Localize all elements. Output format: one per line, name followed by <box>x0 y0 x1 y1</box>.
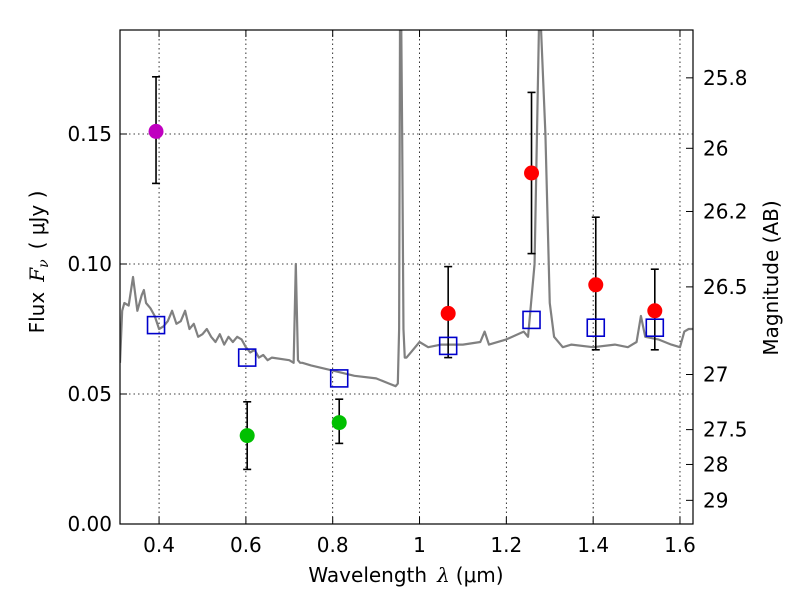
model-photometry-square <box>237 348 257 367</box>
x-axis: 0.4 0.6 0.8 1 1.2 1.4 1.6 <box>143 30 696 557</box>
model-photometry-square <box>645 318 665 338</box>
model-photometry-square <box>586 318 606 338</box>
x-tick-label: 0.4 <box>143 533 175 557</box>
red-point <box>647 303 663 319</box>
y-tick-label: 0.10 <box>67 252 112 276</box>
y2-tick-label: 26 <box>703 136 728 160</box>
model-spectrum-line <box>120 30 693 388</box>
y-axis-label: FluxFν( μJy ) <box>25 191 52 334</box>
y-axis: 0.00 0.05 0.10 0.15 <box>67 122 127 536</box>
x-tick-label: 1.2 <box>490 533 522 557</box>
y-tick-label: 0.00 <box>67 512 112 536</box>
y-tick-label: 0.15 <box>67 122 112 146</box>
model-photometry-square <box>438 336 458 356</box>
y2-tick-label: 29 <box>703 488 728 512</box>
plot-frame <box>119 29 694 525</box>
red-point <box>440 305 456 321</box>
x-tick-label: 0.6 <box>230 533 262 557</box>
green-point <box>239 428 255 444</box>
red-point <box>524 165 540 181</box>
model-photometry-square <box>522 310 541 330</box>
y2-axis: 25.8 26 26.2 26.5 27 27.5 28 29 <box>686 66 748 512</box>
magenta-point <box>148 123 164 139</box>
plot-area <box>120 30 693 471</box>
x-tick-label: 0.8 <box>317 533 349 557</box>
y2-tick-label: 26.5 <box>703 275 748 299</box>
y2-tick-label: 26.2 <box>703 199 748 223</box>
grid <box>120 30 693 525</box>
y2-axis-label: Magnitude (AB) <box>759 200 783 355</box>
y2-tick-label: 27.5 <box>703 418 748 442</box>
model-photometry-square <box>146 315 166 335</box>
y2-tick-label: 27 <box>703 363 728 387</box>
green-point <box>331 415 347 431</box>
x-tick-label: 1.6 <box>664 533 696 557</box>
red-point <box>588 277 604 293</box>
y2-tick-label: 25.8 <box>703 66 748 90</box>
model-photometry-square <box>329 369 349 388</box>
y2-tick-label: 28 <box>703 452 728 476</box>
x-axis-label: Wavelength λ (μm) <box>308 563 503 587</box>
y-tick-label: 0.05 <box>67 382 112 406</box>
x-tick-label: 1 <box>413 533 426 557</box>
x-tick-label: 1.4 <box>577 533 609 557</box>
